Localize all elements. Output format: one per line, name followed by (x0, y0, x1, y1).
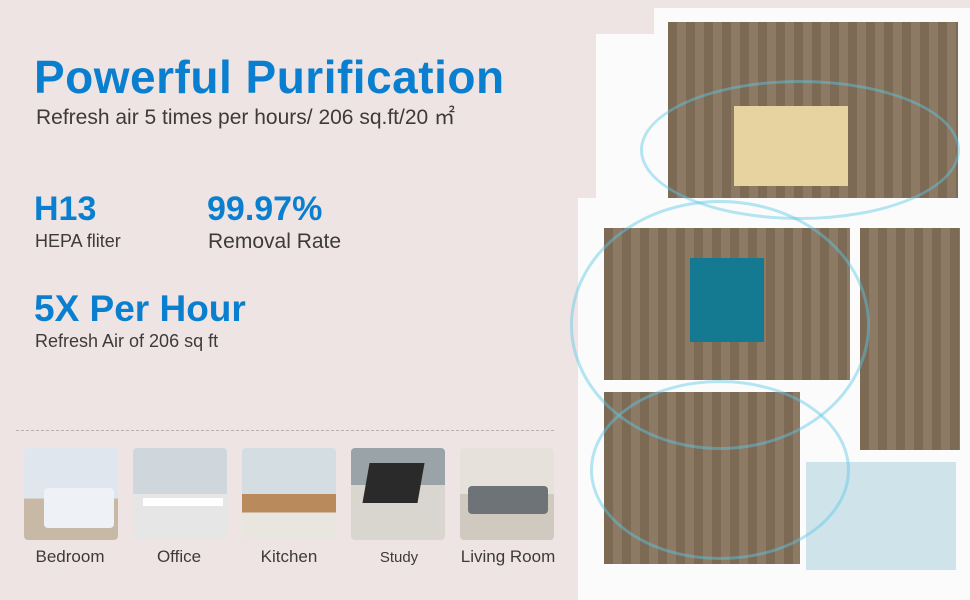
divider (16, 430, 554, 431)
stat-removal-value: 99.97% (207, 190, 323, 228)
room-label-bedroom: Bedroom (35, 547, 105, 566)
stat-refresh-label: Refresh Air of 206 sq ft (35, 331, 219, 351)
room-label-kitchen: Kitchen (260, 547, 318, 566)
subtitle: Refresh air 5 times per hours/ 206 sq.ft… (36, 106, 456, 129)
page-title: Powerful Purification (34, 51, 505, 103)
stat-h13-label: HEPA fliter (35, 231, 121, 251)
office-image (133, 448, 227, 540)
stat-h13-value: H13 (34, 190, 97, 228)
room-label-office: Office (156, 547, 202, 566)
room-label-living-room: Living Room (460, 547, 556, 566)
room-label-study: Study (379, 549, 419, 566)
living-room-image (460, 448, 554, 540)
bedroom-image (24, 448, 118, 540)
stat-refresh-value: 5X Per Hour (34, 288, 246, 329)
stat-removal-label: Removal Rate (208, 230, 342, 253)
study-image (351, 448, 445, 540)
kitchen-image (242, 448, 336, 540)
